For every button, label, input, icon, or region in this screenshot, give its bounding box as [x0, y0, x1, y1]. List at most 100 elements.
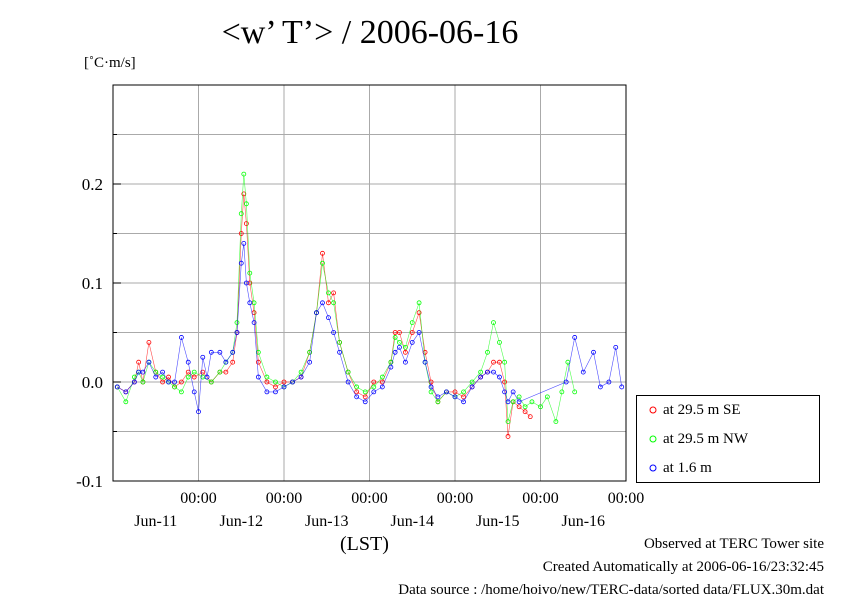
data-point-2	[478, 374, 484, 380]
data-point-1	[326, 290, 331, 296]
data-point-2	[392, 349, 398, 355]
x-tick-date-label: Jun-14	[390, 513, 434, 530]
data-point-2	[409, 339, 415, 345]
data-point-2	[497, 374, 502, 380]
data-point-0	[326, 300, 331, 306]
data-point-2	[178, 335, 184, 340]
data-point-2	[185, 359, 191, 365]
data-point-0	[200, 369, 206, 375]
data-point-1	[234, 320, 240, 326]
data-point-0	[362, 394, 368, 400]
data-point-2	[362, 399, 368, 405]
data-point-2	[217, 349, 223, 355]
data-point-2	[379, 384, 385, 390]
data-point-2	[204, 374, 210, 380]
legend-item-se: at 29.5 m SE	[637, 400, 819, 420]
data-point-1	[522, 404, 528, 410]
data-point-2	[320, 300, 325, 306]
chart-title: <w’ T’> / 2006-06-16	[221, 14, 519, 51]
data-point-0	[403, 349, 408, 355]
data-point-1	[461, 389, 466, 395]
data-point-1	[491, 320, 496, 326]
y-axis-unit-label: [˚C·m/s]	[84, 55, 136, 71]
data-point-2	[469, 384, 475, 390]
legend-label: at 29.5 m SE	[663, 402, 741, 418]
data-point-2	[146, 359, 152, 365]
data-point-2	[298, 374, 304, 380]
data-point-0	[416, 310, 422, 316]
data-point-0	[281, 379, 287, 385]
data-point-1	[191, 369, 197, 375]
data-point-1	[185, 374, 191, 380]
data-point-1	[485, 349, 490, 355]
data-point-2	[444, 389, 449, 395]
data-point-1	[469, 379, 475, 385]
footer-observed: Observed at TERC Tower site	[643, 536, 824, 552]
data-point-0	[409, 330, 415, 335]
x-tick-time-label: 00:00	[437, 490, 473, 507]
data-point-1	[307, 349, 313, 355]
data-point-2	[200, 354, 206, 360]
data-point-2	[191, 389, 197, 395]
data-point-2	[273, 389, 278, 395]
data-point-1	[529, 399, 535, 405]
data-point-2	[435, 394, 441, 400]
data-point-1	[345, 369, 351, 375]
data-point-1	[553, 419, 559, 425]
x-tick-date-label: Jun-12	[219, 513, 263, 530]
data-point-1	[123, 399, 129, 405]
data-point-1	[379, 374, 385, 380]
data-point-0	[230, 359, 236, 365]
data-point-2	[247, 300, 253, 306]
legend-item-1-6m: at 1.6 m	[637, 458, 819, 478]
data-point-2	[238, 260, 244, 266]
data-point-0	[522, 409, 528, 415]
data-point-2	[572, 335, 578, 340]
x-tick-date-label: Jun-16	[561, 513, 605, 530]
y-tick-label: 0.2	[82, 175, 103, 194]
legend-marker-green	[649, 435, 657, 443]
data-point-2	[123, 389, 129, 395]
data-point-2	[591, 349, 596, 355]
data-point-2	[314, 310, 319, 316]
data-point-2	[230, 349, 236, 355]
data-point-2	[290, 379, 295, 385]
data-point-1	[409, 320, 415, 326]
data-point-0	[497, 359, 502, 365]
data-point-2	[166, 379, 171, 385]
data-point-1	[298, 369, 304, 375]
data-point-2	[416, 330, 422, 335]
data-point-1	[478, 369, 484, 375]
legend-label: at 29.5 m NW	[663, 431, 748, 447]
data-point-2	[597, 384, 603, 390]
data-point-1	[273, 379, 278, 385]
footer-data-source: Data source : /home/hoivo/new/TERC-data/…	[398, 582, 824, 598]
data-point-1	[247, 270, 253, 276]
data-point-0	[264, 379, 270, 385]
series-line-0	[117, 193, 531, 437]
data-point-2	[403, 359, 408, 365]
data-point-2	[563, 379, 569, 385]
data-point-2	[619, 384, 625, 390]
data-point-2	[251, 320, 257, 326]
data-point-2	[326, 315, 331, 321]
data-point-2	[388, 364, 394, 370]
data-point-2	[223, 359, 229, 365]
data-point-1	[337, 339, 342, 345]
y-tick-label: 0.1	[82, 274, 103, 293]
data-point-0	[527, 414, 533, 420]
data-point-0	[505, 434, 511, 439]
data-point-1	[572, 389, 578, 395]
data-point-0	[452, 389, 458, 395]
data-point-2	[461, 399, 466, 405]
data-point-1	[559, 389, 565, 395]
data-point-0	[371, 379, 377, 385]
y-tick-label: -0.1	[76, 472, 103, 491]
data-point-2	[255, 374, 261, 380]
data-point-1	[362, 389, 368, 395]
data-point-0	[238, 231, 244, 236]
data-point-1	[241, 171, 247, 177]
data-point-0	[178, 379, 184, 385]
x-tick-time-label: 00:00	[266, 490, 302, 507]
